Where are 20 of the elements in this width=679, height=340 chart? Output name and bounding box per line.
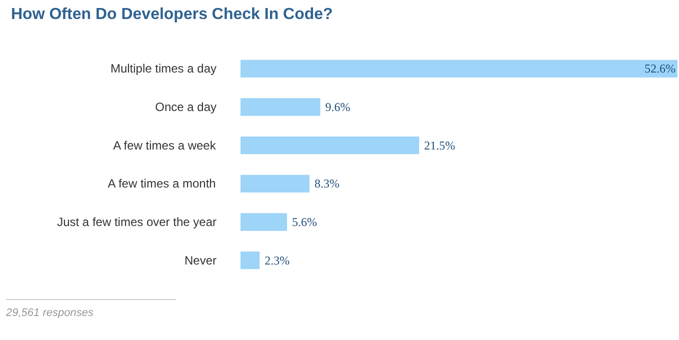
data-label: 52.6% xyxy=(644,62,676,76)
bar xyxy=(240,213,288,231)
data-label: 9.6% xyxy=(325,100,350,114)
chart-title: How Often Do Developers Check In Code? xyxy=(11,5,333,25)
y-tick-label: Just a few times over the year xyxy=(57,215,217,229)
y-tick-label: A few times a month xyxy=(108,176,216,191)
data-label: 8.3% xyxy=(314,176,340,191)
data-label: 2.3% xyxy=(264,253,290,268)
bar xyxy=(240,252,260,270)
y-tick-label: A few times a week xyxy=(113,138,217,152)
bar xyxy=(240,60,678,78)
data-label: 21.5% xyxy=(424,138,456,152)
y-tick-label: Multiple times a day xyxy=(110,62,217,76)
bar xyxy=(240,98,320,116)
y-tick-label: Never xyxy=(184,253,217,268)
bar xyxy=(240,174,310,192)
bar xyxy=(240,136,420,154)
data-label: 5.6% xyxy=(292,215,318,229)
text: 29,561 responses xyxy=(6,306,94,321)
y-tick-label: Once a day xyxy=(155,100,217,114)
